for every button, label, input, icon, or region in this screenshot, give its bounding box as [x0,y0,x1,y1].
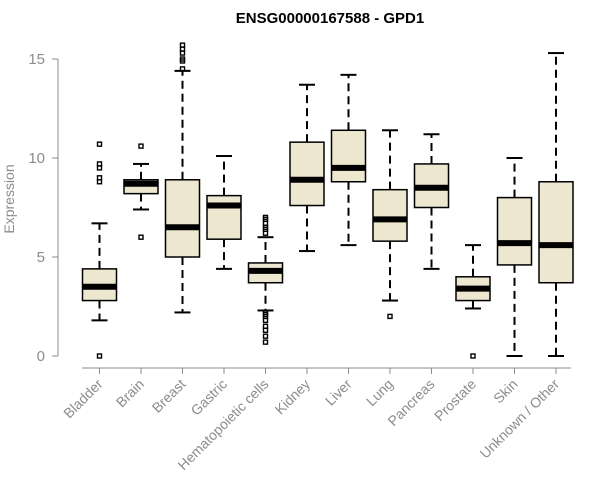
box-iqr [206,194,242,240]
y-tick-label: 5 [37,249,45,266]
box-iqr [372,188,408,242]
y-tick-label: 0 [37,348,45,365]
box-group [81,141,118,359]
x-tick-label: Liver [322,376,355,409]
outlier-point [262,339,269,345]
outlier-point [138,143,144,149]
box-group [538,52,574,357]
box-group [247,214,284,345]
box-group [123,143,159,240]
outlier-point [96,141,103,147]
outlier-point [387,313,393,320]
x-tick-label: Prostate [431,376,479,424]
y-tick-label: 10 [28,150,45,167]
chart-title: ENSG00000167588 - GPD1 [236,10,424,27]
x-tick-label: Lung [363,376,396,409]
box-group [164,42,201,314]
box-group [330,73,367,247]
outlier-point [262,323,269,329]
outlier-point [96,353,103,359]
x-tick-label: Brain [113,376,147,410]
outlier-point [138,234,144,240]
x-tick-label: Bladder [60,376,106,422]
box-iqr [330,129,367,183]
box-iqr [496,196,533,266]
x-tick-label: Breast [149,376,189,416]
box-group [206,155,242,270]
box-group [289,83,325,253]
x-tick-label: Kidney [272,376,314,418]
boxes [81,42,574,359]
x-tick-label: Unknown / Other [477,376,563,462]
outlier-point [96,175,103,181]
outlier-point [470,353,476,359]
outlier-point [262,333,269,339]
x-tick-label: Skin [490,376,521,407]
outlier-point [179,56,186,62]
box-iqr [289,141,325,207]
box-group [496,157,533,357]
outlier-point [96,161,103,167]
y-ticks: 0 5 10 15 [28,51,58,365]
box-group [372,129,408,320]
box-iqr [538,181,574,284]
box-group [455,244,491,359]
y-axis-label: Expression [1,164,17,233]
outlier-point [179,66,186,72]
box-group [413,133,450,270]
outlier-point [179,42,186,48]
outlier-point [262,214,269,221]
y-tick-label: 15 [28,51,45,68]
box-iqr [164,179,201,258]
outlier-point [262,309,269,316]
